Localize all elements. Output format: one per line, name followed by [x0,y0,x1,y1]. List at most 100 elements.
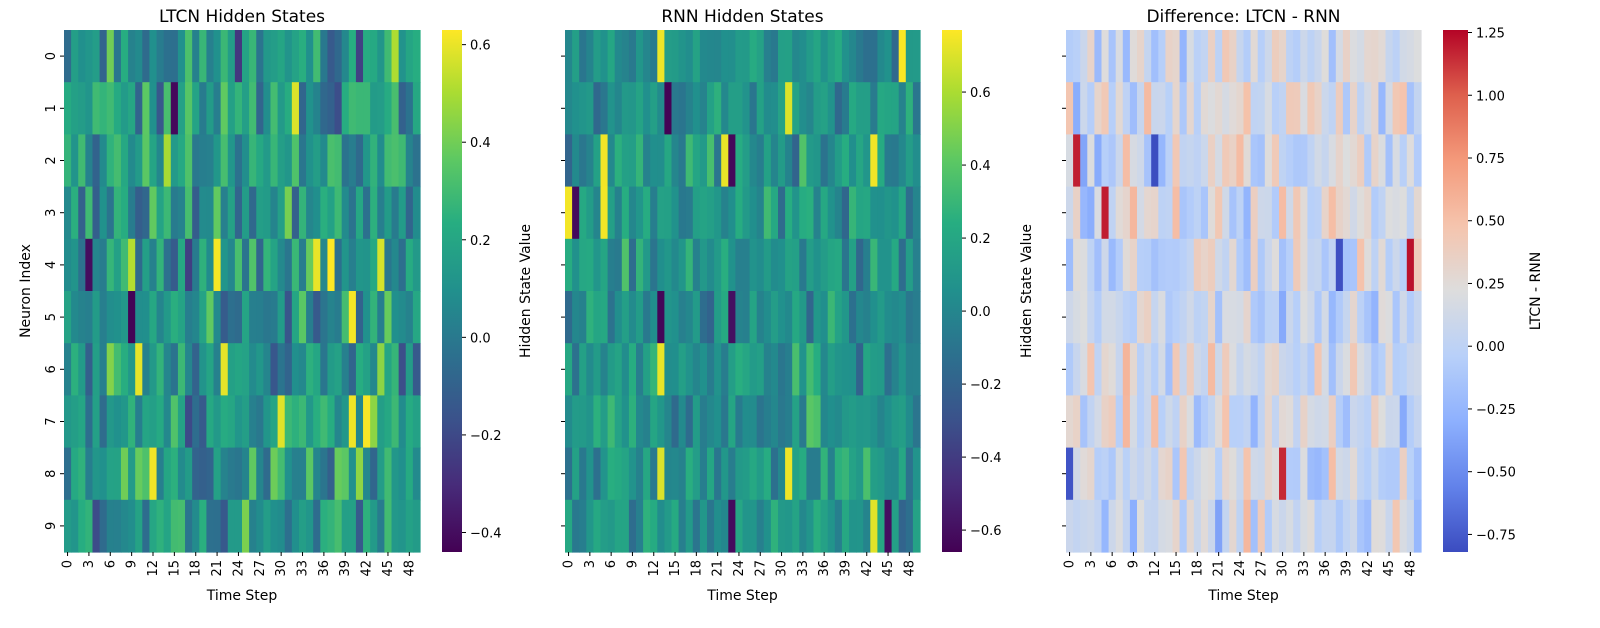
heatmap-cell [1193,395,1202,449]
heatmap-cell [1279,30,1287,83]
heatmap-cell [206,447,215,501]
heatmap-cell [291,134,300,188]
heatmap-cell [170,447,179,501]
heatmap-cell [71,82,79,135]
heatmap-cell [249,134,257,188]
heatmap-cell [643,134,651,188]
heatmap-cell [699,447,708,501]
heatmap-cell [156,395,165,449]
heatmap-cell [856,447,864,501]
heatmap-cell [749,238,758,292]
heatmap-cell [1286,395,1294,449]
heatmap-cell [1087,395,1095,449]
heatmap-cell [1129,343,1138,396]
heatmap-cell [1279,134,1287,188]
heatmap-cell [1151,499,1159,553]
heatmap-cell [1129,186,1138,240]
heatmap-cell [849,238,857,292]
heatmap-cell [64,499,72,553]
heatmap-cell [699,30,708,83]
colorbar-gradient [442,30,462,552]
heatmap-cell [778,134,786,188]
heatmap-cell [313,395,321,449]
heatmap-cell [306,134,314,188]
heatmap-cell [92,186,101,240]
heatmap-cell [1236,499,1245,553]
heatmap-cell [234,30,243,83]
heatmap-cell [363,30,371,83]
heatmap-cell [120,447,129,501]
heatmap-cell [621,134,630,188]
heatmap-cell [1399,186,1408,240]
heatmap-cell [1406,82,1415,135]
heatmap-cell [71,134,79,188]
heatmap-cell [707,447,715,501]
heatmap-cell [192,499,200,553]
heatmap-cell [856,30,864,83]
heatmap-cell [192,447,200,501]
heatmap-cell [291,447,300,501]
heatmap-cell [565,82,573,135]
heatmap-cell [643,343,651,396]
heatmap-cell [657,343,665,396]
heatmap-cell [1137,447,1145,501]
heatmap-cell [699,134,708,188]
heatmap-cell [128,343,136,396]
heatmap-cell [792,238,800,292]
heatmap-cell [1101,291,1110,344]
heatmap-cell [827,343,836,396]
y-tick-label: 3 [44,209,59,217]
heatmap-cell [742,291,751,344]
heatmap-cell [657,291,665,344]
heatmap-cell [1215,30,1223,83]
heatmap-cell [728,30,736,83]
heatmap-cell [607,343,616,396]
heatmap-cell [128,30,136,83]
heatmap-cell [671,343,680,396]
heatmap-cell [735,134,744,188]
heatmap-cell [856,82,864,135]
heatmap-cell [227,499,236,553]
x-tick-label: 48 [1403,560,1418,577]
heatmap-cell [792,82,800,135]
heatmap-cell [834,291,843,344]
heatmap-cell [565,447,573,501]
heatmap-cell [792,499,800,553]
heatmap-cell [1151,186,1159,240]
heatmap-cell [756,499,765,553]
heatmap-cell [884,343,893,396]
heatmap-cell [327,291,336,344]
heatmap-cell [185,238,193,292]
heatmap-cell [671,447,680,501]
heatmap-cell [384,30,393,83]
heatmap-cell [1179,291,1188,344]
heatmap-cell [1257,134,1266,188]
heatmap-cell [256,395,264,449]
heatmap-cell [1243,238,1252,292]
heatmap-cell [1378,499,1387,553]
heatmap-cell [284,499,293,553]
heatmap-cell [1122,499,1131,553]
heatmap-cell [1413,82,1422,135]
heatmap-cell [256,186,264,240]
heatmap-cell [834,343,843,396]
heatmap-cell [1122,186,1131,240]
heatmap-cell [1165,186,1174,240]
heatmap-cell [799,134,807,188]
heatmap-cell [1087,238,1095,292]
heatmap-cell [1293,186,1301,240]
heatmap-cell [770,238,779,292]
heatmap-cell [792,186,800,240]
colorbar-tick-label: −0.4 [970,451,1002,466]
heatmap-cell [905,238,914,292]
heatmap-cell [170,343,179,396]
heatmap-cell [306,186,314,240]
heatmap-cell [820,238,829,292]
heatmap-cell [306,499,314,553]
heatmap-cell [113,395,122,449]
heatmap-cell [313,343,321,396]
heatmap-cell [692,238,701,292]
heatmap-cell [728,134,736,188]
heatmap-cell [78,82,86,135]
heatmap-cell [313,30,321,83]
